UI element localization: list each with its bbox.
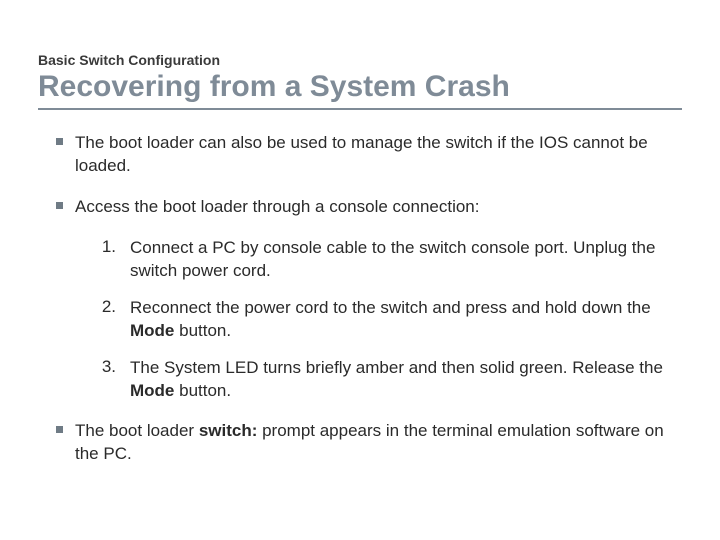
step-text: Connect a PC by console cable to the swi… [130, 237, 682, 283]
bullet-text: The boot loader can also be used to mana… [75, 132, 682, 178]
list-item: 1. Connect a PC by console cable to the … [94, 237, 682, 283]
square-bullet-icon [56, 202, 63, 209]
list-item: 3. The System LED turns briefly amber an… [94, 357, 682, 403]
square-bullet-icon [56, 138, 63, 145]
bullet-item: Access the boot loader through a console… [56, 196, 682, 219]
step-number: 1. [94, 237, 116, 283]
bullet-text: Access the boot loader through a console… [75, 196, 480, 219]
bullet-item: The boot loader can also be used to mana… [56, 132, 682, 178]
ordered-list: 1. Connect a PC by console cable to the … [56, 237, 682, 403]
switch-bold: switch: [199, 421, 258, 440]
slide-container: Basic Switch Configuration Recovering fr… [0, 0, 720, 540]
mode-bold: Mode [130, 321, 174, 340]
step-text: The System LED turns briefly amber and t… [130, 357, 682, 403]
bullet-item: The boot loader switch: prompt appears i… [56, 420, 682, 466]
page-title: Recovering from a System Crash [38, 70, 682, 110]
step-text: Reconnect the power cord to the switch a… [130, 297, 682, 343]
mode-bold: Mode [130, 381, 174, 400]
section-label: Basic Switch Configuration [38, 52, 682, 68]
bullet-text: The boot loader switch: prompt appears i… [75, 420, 682, 466]
step-number: 2. [94, 297, 116, 343]
list-item: 2. Reconnect the power cord to the switc… [94, 297, 682, 343]
square-bullet-icon [56, 426, 63, 433]
content-area: The boot loader can also be used to mana… [38, 132, 682, 466]
step-number: 3. [94, 357, 116, 403]
